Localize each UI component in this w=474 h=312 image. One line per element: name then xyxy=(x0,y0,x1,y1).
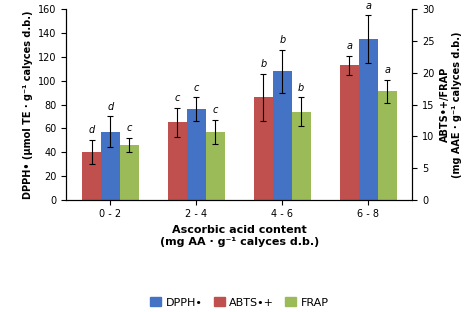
Text: b: b xyxy=(260,59,266,69)
Bar xyxy=(359,39,378,200)
Text: b: b xyxy=(298,83,304,93)
Bar xyxy=(82,152,101,200)
Text: a: a xyxy=(384,65,390,75)
X-axis label: Ascorbic acid content
(mg AA · g⁻¹ calyces d.b.): Ascorbic acid content (mg AA · g⁻¹ calyc… xyxy=(160,225,319,246)
Bar xyxy=(273,71,292,200)
Bar xyxy=(254,97,273,200)
Text: c: c xyxy=(175,93,180,103)
Text: d: d xyxy=(89,125,95,135)
Bar xyxy=(206,132,225,200)
Y-axis label: ABTS•+/FRAP
(mg AAE · g⁻¹ calyces d.b.): ABTS•+/FRAP (mg AAE · g⁻¹ calyces d.b.) xyxy=(440,31,462,178)
Text: c: c xyxy=(194,83,199,93)
Legend: DPPH•, ABTS•+, FRAP: DPPH•, ABTS•+, FRAP xyxy=(146,293,333,312)
Text: d: d xyxy=(107,102,114,112)
Y-axis label: DPPH• (μmol TE · g⁻¹ calyces d.b.): DPPH• (μmol TE · g⁻¹ calyces d.b.) xyxy=(23,10,33,199)
Bar xyxy=(340,65,359,200)
Bar xyxy=(168,122,187,200)
Bar xyxy=(292,112,310,200)
Bar xyxy=(187,109,206,200)
Text: c: c xyxy=(213,105,218,115)
Bar xyxy=(120,145,139,200)
Text: a: a xyxy=(365,1,371,11)
Bar xyxy=(101,132,120,200)
Text: a: a xyxy=(346,41,352,51)
Text: c: c xyxy=(127,123,132,133)
Text: b: b xyxy=(279,35,285,45)
Bar xyxy=(378,91,397,200)
